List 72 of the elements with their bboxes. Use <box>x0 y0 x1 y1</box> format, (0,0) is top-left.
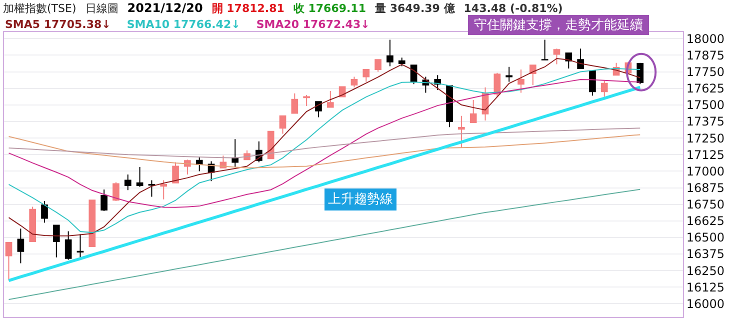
chart-subtitle: 日線圖 <box>85 1 118 16</box>
y-tick-label: 16375 <box>686 247 725 262</box>
candlestick <box>350 76 358 88</box>
candlestick <box>636 62 644 85</box>
candlestick <box>64 230 72 260</box>
candlestick <box>5 242 12 282</box>
y-tick-label: 17875 <box>686 48 725 62</box>
text: 開 17812.81 <box>212 1 284 16</box>
y-tick-label: 16875 <box>686 180 725 195</box>
text: 143.48 (-0.81%) <box>464 2 563 15</box>
candlestick <box>470 100 477 124</box>
y-tick-label: 17625 <box>686 82 725 96</box>
y-tick-label: 17750 <box>686 64 725 79</box>
candlestick <box>518 69 524 94</box>
candlestick <box>17 228 24 264</box>
candlestick <box>160 180 168 200</box>
text: 量 3649.39 億 <box>375 1 455 16</box>
text: SMA5 17705.38↓ <box>5 18 111 31</box>
candlestick <box>362 69 370 82</box>
text: SMA10 17766.42↓ <box>126 18 240 31</box>
candlestick <box>124 174 132 191</box>
text: SMA20 17672.43↓ <box>256 18 370 31</box>
candlestick <box>112 182 120 202</box>
y-tick-label: 17375 <box>686 114 725 129</box>
candlestick <box>100 188 108 212</box>
line-series <box>8 128 641 158</box>
candlestick <box>386 39 394 67</box>
text: 收 17669.11 <box>293 1 366 16</box>
candlestick <box>41 200 48 224</box>
candlestick <box>279 115 286 134</box>
annotation: 上升趨勢線 <box>328 192 393 207</box>
candlestick <box>577 48 584 69</box>
text: 2021/12/20 <box>127 1 203 15</box>
candlestick <box>326 90 334 108</box>
candlestick <box>76 234 84 258</box>
candlestick <box>458 115 465 148</box>
y-tick-label: 16750 <box>686 198 725 212</box>
candlestick <box>232 138 239 168</box>
y-tick-label: 17250 <box>686 131 725 146</box>
candlestick <box>529 64 536 86</box>
candlestick <box>88 200 96 247</box>
candlestick <box>398 57 406 67</box>
y-tick-label: 17000 <box>686 164 725 178</box>
annotation: 守住關鍵支撐，走勢才能延續 <box>468 15 649 35</box>
y-tick-label: 18000 <box>686 32 725 46</box>
candlestick <box>506 66 512 82</box>
chart-title: 加權指數(TSE) <box>3 1 76 16</box>
candlestick <box>315 101 322 118</box>
y-tick-label: 16500 <box>686 230 725 245</box>
candlestick <box>589 70 596 96</box>
candlestick <box>565 52 572 69</box>
y-tick-label: 17125 <box>686 148 725 162</box>
candlestick <box>29 206 36 242</box>
y-tick-label: 16125 <box>686 280 725 294</box>
candlestick <box>600 80 608 98</box>
y-tick-label: 16625 <box>686 214 725 228</box>
line-series <box>8 188 641 300</box>
line-series <box>8 134 641 168</box>
candlestick <box>267 130 274 160</box>
candlestick <box>446 85 453 128</box>
candlestick <box>53 224 60 258</box>
candlestick <box>172 162 179 184</box>
y-tick-label: 17500 <box>686 98 725 112</box>
candlestick <box>374 59 382 72</box>
candlestick <box>148 180 156 198</box>
candlestick <box>136 166 144 188</box>
candlestick <box>541 39 548 60</box>
candlestick <box>553 48 560 65</box>
candlestick <box>303 94 310 106</box>
y-tick-label: 16000 <box>686 296 725 311</box>
y-tick-label: 16250 <box>686 264 725 278</box>
candlestick <box>291 92 298 114</box>
